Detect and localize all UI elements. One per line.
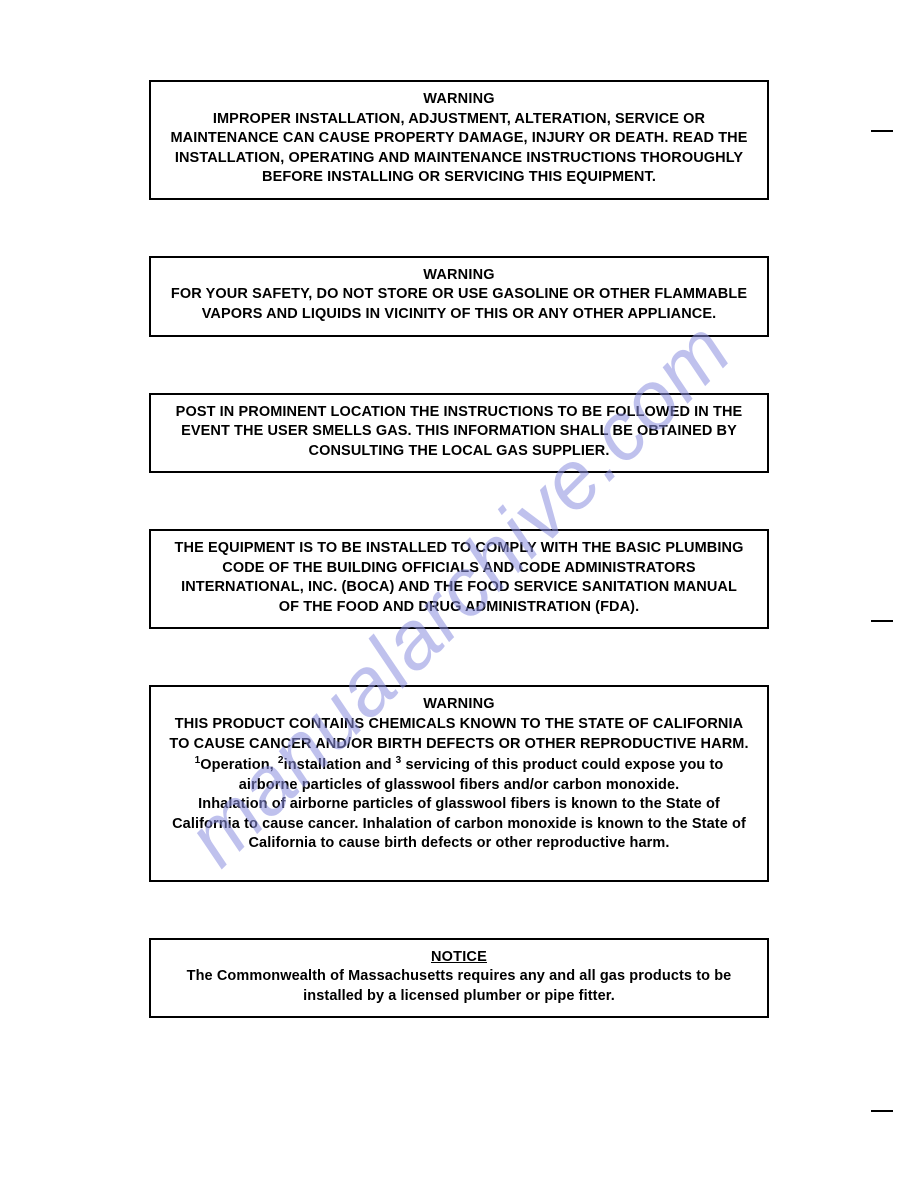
- warning-box-gasoline: WARNING FOR YOUR SAFETY, DO NOT STORE OR…: [149, 256, 769, 337]
- warning-body-line3: Inhalation of airborne particles of glas…: [169, 795, 749, 854]
- text-operation: Operation,: [200, 757, 278, 773]
- notice-box-massachusetts: NOTICE The Commonwealth of Massachusetts…: [149, 938, 769, 1019]
- warning-box-installation: WARNING IMPROPER INSTALLATION, ADJUSTMEN…: [149, 80, 769, 200]
- notice-body: POST IN PROMINENT LOCATION THE INSTRUCTI…: [169, 403, 749, 462]
- document-page: WARNING IMPROPER INSTALLATION, ADJUSTMEN…: [149, 80, 769, 1018]
- scan-artifact-mark: [871, 130, 893, 132]
- warning-title: WARNING: [169, 695, 749, 715]
- notice-box-plumbing-code: THE EQUIPMENT IS TO BE INSTALLED TO COMP…: [149, 529, 769, 629]
- warning-body-line2: 1Operation, 2installation and 3 servicin…: [169, 754, 749, 795]
- warning-body: FOR YOUR SAFETY, DO NOT STORE OR USE GAS…: [169, 285, 749, 324]
- scan-artifact-mark: [871, 620, 893, 622]
- notice-title: NOTICE: [169, 948, 749, 968]
- warning-box-california: WARNING THIS PRODUCT CONTAINS CHEMICALS …: [149, 685, 769, 881]
- notice-body: The Commonwealth of Massachusetts requir…: [169, 967, 749, 1006]
- notice-body: THE EQUIPMENT IS TO BE INSTALLED TO COMP…: [169, 539, 749, 617]
- scan-artifact-mark: [871, 1110, 893, 1112]
- notice-box-gas-smell: POST IN PROMINENT LOCATION THE INSTRUCTI…: [149, 393, 769, 474]
- text-installation: installation and: [284, 757, 396, 773]
- warning-title: WARNING: [169, 90, 749, 110]
- warning-body: IMPROPER INSTALLATION, ADJUSTMENT, ALTER…: [169, 110, 749, 188]
- warning-title: WARNING: [169, 266, 749, 286]
- warning-body-line1: THIS PRODUCT CONTAINS CHEMICALS KNOWN TO…: [169, 715, 749, 754]
